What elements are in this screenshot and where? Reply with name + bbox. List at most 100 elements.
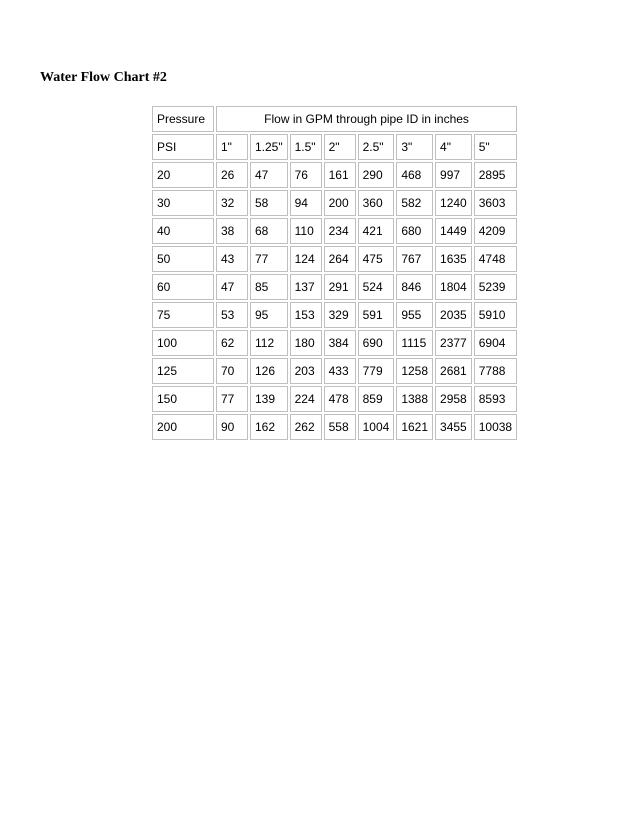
cell-value: 4209 (474, 218, 517, 244)
cell-value: 43 (216, 246, 248, 272)
table-row: 15077139224478859138829588593 (152, 386, 517, 412)
cell-value: 4748 (474, 246, 517, 272)
table-row: 2009016226255810041621345510038 (152, 414, 517, 440)
cell-psi: 50 (152, 246, 214, 272)
cell-value: 291 (324, 274, 356, 300)
header-pipe-8: 5" (474, 134, 517, 160)
header-pipe-5: 2.5" (358, 134, 395, 160)
cell-value: 77 (216, 386, 248, 412)
cell-value: 6904 (474, 330, 517, 356)
cell-psi: 100 (152, 330, 214, 356)
header-pipe-7: 4" (435, 134, 472, 160)
flow-table: Pressure Flow in GPM through pipe ID in … (150, 104, 519, 442)
header-pipe-1: 1" (216, 134, 248, 160)
cell-value: 2895 (474, 162, 517, 188)
cell-value: 997 (435, 162, 472, 188)
cell-value: 126 (250, 358, 288, 384)
cell-value: 767 (396, 246, 433, 272)
flow-table-wrap: Pressure Flow in GPM through pipe ID in … (150, 104, 598, 442)
cell-value: 26 (216, 162, 248, 188)
cell-psi: 150 (152, 386, 214, 412)
page-title: Water Flow Chart #2 (40, 70, 598, 86)
table-row: 50437712426447576716354748 (152, 246, 517, 272)
cell-value: 478 (324, 386, 356, 412)
cell-value: 76 (290, 162, 322, 188)
cell-value: 153 (290, 302, 322, 328)
cell-value: 139 (250, 386, 288, 412)
cell-value: 582 (396, 190, 433, 216)
cell-psi: 40 (152, 218, 214, 244)
header-pipe-4: 2" (324, 134, 356, 160)
cell-value: 94 (290, 190, 322, 216)
cell-value: 779 (358, 358, 395, 384)
cell-value: 70 (216, 358, 248, 384)
cell-value: 2377 (435, 330, 472, 356)
cell-value: 224 (290, 386, 322, 412)
cell-value: 859 (358, 386, 395, 412)
cell-value: 680 (396, 218, 433, 244)
cell-psi: 30 (152, 190, 214, 216)
cell-value: 47 (250, 162, 288, 188)
cell-value: 124 (290, 246, 322, 272)
table-header-row-2: PSI1"1.25"1.5"2"2.5"3"4"5" (152, 134, 517, 160)
table-row: 75539515332959195520355910 (152, 302, 517, 328)
table-row: 60478513729152484618045239 (152, 274, 517, 300)
header-flow-span: Flow in GPM through pipe ID in inches (216, 106, 517, 132)
cell-value: 85 (250, 274, 288, 300)
cell-value: 5910 (474, 302, 517, 328)
cell-value: 329 (324, 302, 356, 328)
table-row: 12570126203433779125826817788 (152, 358, 517, 384)
cell-value: 203 (290, 358, 322, 384)
cell-value: 32 (216, 190, 248, 216)
cell-value: 2035 (435, 302, 472, 328)
cell-value: 1115 (396, 330, 433, 356)
cell-psi: 200 (152, 414, 214, 440)
table-row: 40386811023442168014494209 (152, 218, 517, 244)
cell-value: 3455 (435, 414, 472, 440)
header-psi: PSI (152, 134, 214, 160)
cell-value: 1240 (435, 190, 472, 216)
cell-value: 1388 (396, 386, 433, 412)
cell-value: 200 (324, 190, 356, 216)
cell-value: 10038 (474, 414, 517, 440)
cell-value: 468 (396, 162, 433, 188)
cell-value: 5239 (474, 274, 517, 300)
cell-value: 1621 (396, 414, 433, 440)
cell-value: 161 (324, 162, 356, 188)
cell-value: 3603 (474, 190, 517, 216)
cell-value: 846 (396, 274, 433, 300)
cell-value: 234 (324, 218, 356, 244)
table-header-row-1: Pressure Flow in GPM through pipe ID in … (152, 106, 517, 132)
cell-value: 290 (358, 162, 395, 188)
cell-value: 110 (290, 218, 322, 244)
cell-value: 591 (358, 302, 395, 328)
cell-value: 1635 (435, 246, 472, 272)
header-pipe-3: 1.5" (290, 134, 322, 160)
cell-value: 955 (396, 302, 433, 328)
cell-value: 47 (216, 274, 248, 300)
cell-value: 77 (250, 246, 288, 272)
cell-value: 2681 (435, 358, 472, 384)
cell-psi: 75 (152, 302, 214, 328)
cell-value: 2958 (435, 386, 472, 412)
cell-value: 53 (216, 302, 248, 328)
cell-value: 690 (358, 330, 395, 356)
cell-psi: 60 (152, 274, 214, 300)
cell-value: 360 (358, 190, 395, 216)
cell-value: 1449 (435, 218, 472, 244)
table-row: 202647761612904689972895 (152, 162, 517, 188)
header-pipe-6: 3" (396, 134, 433, 160)
cell-value: 524 (358, 274, 395, 300)
cell-value: 137 (290, 274, 322, 300)
cell-value: 180 (290, 330, 322, 356)
cell-value: 8593 (474, 386, 517, 412)
cell-value: 475 (358, 246, 395, 272)
cell-value: 384 (324, 330, 356, 356)
cell-value: 1804 (435, 274, 472, 300)
cell-value: 433 (324, 358, 356, 384)
cell-value: 262 (290, 414, 322, 440)
table-row: 3032589420036058212403603 (152, 190, 517, 216)
cell-value: 95 (250, 302, 288, 328)
cell-value: 62 (216, 330, 248, 356)
table-row: 10062112180384690111523776904 (152, 330, 517, 356)
